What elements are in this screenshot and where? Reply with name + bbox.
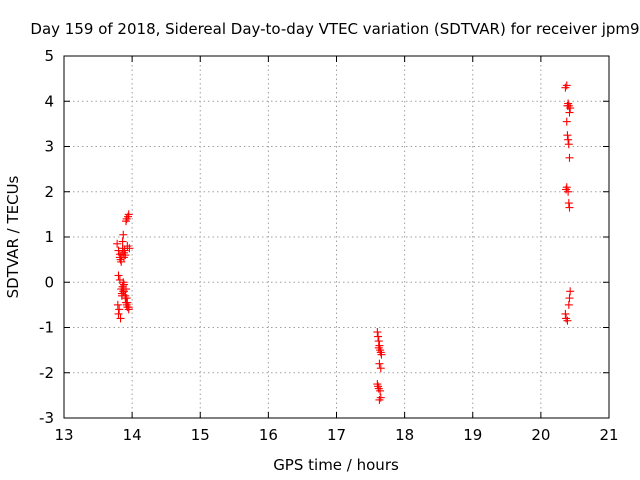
x-tick-label: 17 [327, 426, 346, 444]
y-tick-label: 2 [44, 183, 54, 201]
y-tick-label: 3 [44, 138, 54, 156]
plot-frame [63, 55, 610, 419]
data-point [374, 337, 383, 346]
chart-title: Day 159 of 2018, Sidereal Day-to-day VTE… [30, 20, 639, 38]
x-tick-label: 20 [531, 426, 550, 444]
data-point [121, 251, 130, 260]
data-point [565, 108, 574, 117]
y-tick-label: 1 [44, 228, 54, 246]
data-point [564, 300, 573, 309]
y-tick-label: 5 [44, 47, 54, 65]
data-point [376, 364, 385, 373]
data-point [565, 294, 574, 303]
y-tick-label: -3 [39, 409, 54, 427]
x-tick-label: 19 [463, 426, 482, 444]
data-point [374, 343, 383, 352]
data-point [377, 350, 386, 359]
x-tick-label: 21 [599, 426, 618, 444]
x-tick-label: 14 [123, 426, 142, 444]
data-point [124, 305, 133, 314]
data-point [125, 244, 134, 253]
grid-lines [64, 56, 609, 418]
x-tick-labels: 13 14 15 16 17 18 19 20 21 [54, 426, 618, 444]
x-tick-label: 13 [54, 426, 73, 444]
data-point [113, 239, 122, 248]
data-point [115, 305, 124, 314]
y-tick-label: -2 [39, 364, 54, 382]
data-point [375, 359, 384, 368]
data-point [566, 287, 575, 296]
data-point [562, 81, 571, 90]
data-point [564, 135, 573, 144]
data-point [373, 328, 382, 337]
data-point [376, 386, 385, 395]
data-point [124, 210, 133, 219]
x-tick-label: 15 [191, 426, 210, 444]
data-point [563, 316, 572, 325]
data-point [118, 237, 127, 246]
data-points [113, 81, 575, 404]
y-tick-label: 4 [44, 92, 54, 110]
data-point [120, 246, 129, 255]
data-point [119, 230, 128, 239]
data-point [563, 131, 572, 140]
x-tick-label: 18 [395, 426, 414, 444]
x-axis-label: GPS time / hours [273, 456, 399, 474]
y-tick-label: -1 [39, 319, 54, 337]
y-tick-label: 0 [44, 273, 54, 291]
data-point [116, 314, 125, 323]
data-point [121, 294, 130, 303]
data-point [565, 203, 574, 212]
data-point [561, 309, 570, 318]
data-point [566, 104, 575, 113]
data-point [375, 395, 384, 404]
data-point [564, 199, 573, 208]
data-point [564, 187, 573, 196]
data-point [565, 153, 574, 162]
data-point [119, 287, 128, 296]
data-point [564, 140, 573, 149]
data-point [114, 271, 123, 280]
data-point [562, 117, 571, 126]
data-point [117, 257, 126, 266]
data-point [114, 309, 123, 318]
data-point [115, 250, 124, 259]
y-tick-labels: -3 -2 -1 0 1 2 3 4 5 [39, 47, 54, 427]
data-point [119, 280, 128, 289]
data-point [374, 332, 383, 341]
data-point [562, 183, 571, 192]
y-axis-label: SDTVAR / TECUs [4, 175, 22, 298]
x-tick-label: 16 [259, 426, 278, 444]
data-point [113, 300, 122, 309]
